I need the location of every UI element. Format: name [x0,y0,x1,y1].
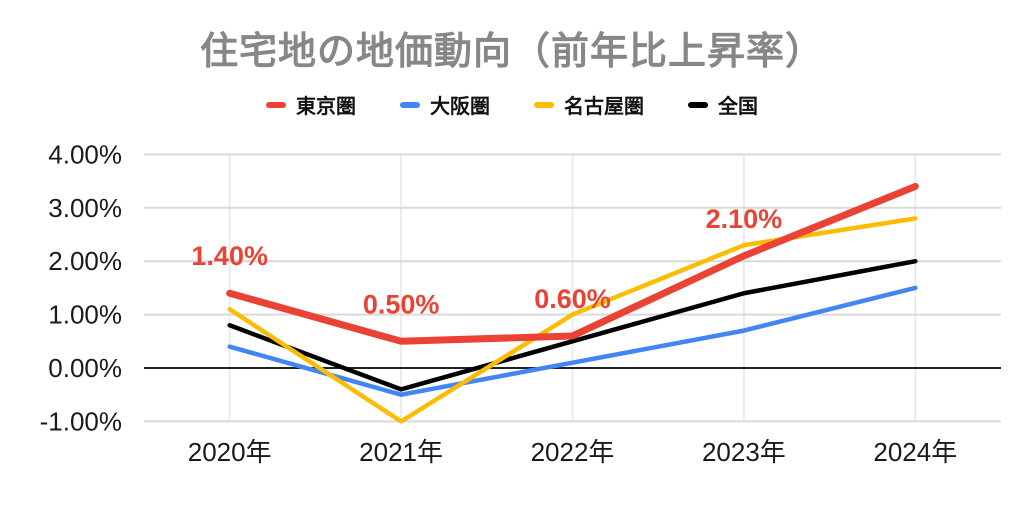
legend-item-名古屋圏: 名古屋圏 [534,90,644,119]
legend-marker-icon [688,101,708,108]
legend-label: 大阪圏 [430,96,490,118]
legend-marker-icon [534,101,554,108]
x-tick-label: 2024年 [873,437,957,467]
legend-marker-icon [400,101,420,108]
legend-label: 東京圏 [296,96,356,118]
series-line-全国 [227,258,918,392]
x-tick-label: 2023年 [702,437,786,467]
x-tick-label: 2020年 [188,437,272,467]
y-tick-label: 2.00% [48,246,122,276]
data-point-label: 0.60% [534,284,611,314]
series-line-東京圏 [226,182,919,345]
x-tick-label: 2021年 [359,437,443,467]
y-tick-label: 4.00% [48,139,122,169]
legend-item-大阪圏: 大阪圏 [400,90,490,119]
legend-item-東京圏: 東京圏 [266,90,356,119]
legend-item-全国: 全国 [688,90,758,119]
chart-title: 住宅地の地価動向（前年比上昇率） [199,31,824,73]
chart-legend: 東京圏 大阪圏 名古屋圏 全国 [0,90,1024,119]
legend-label: 全国 [718,96,758,118]
y-tick-label: 1.00% [48,300,122,330]
x-tick-label: 2022年 [531,437,615,467]
series-line-大阪圏 [227,285,918,397]
y-tick-label: 0.00% [48,353,122,383]
y-tick-label: -1.00% [40,406,122,436]
legend-label: 名古屋圏 [564,96,644,118]
y-tick-label: 3.00% [48,193,122,223]
data-point-label: 0.50% [363,289,440,319]
legend-marker-icon [266,101,286,108]
data-point-label: 1.40% [191,241,268,271]
data-point-label: 2.10% [706,204,783,234]
